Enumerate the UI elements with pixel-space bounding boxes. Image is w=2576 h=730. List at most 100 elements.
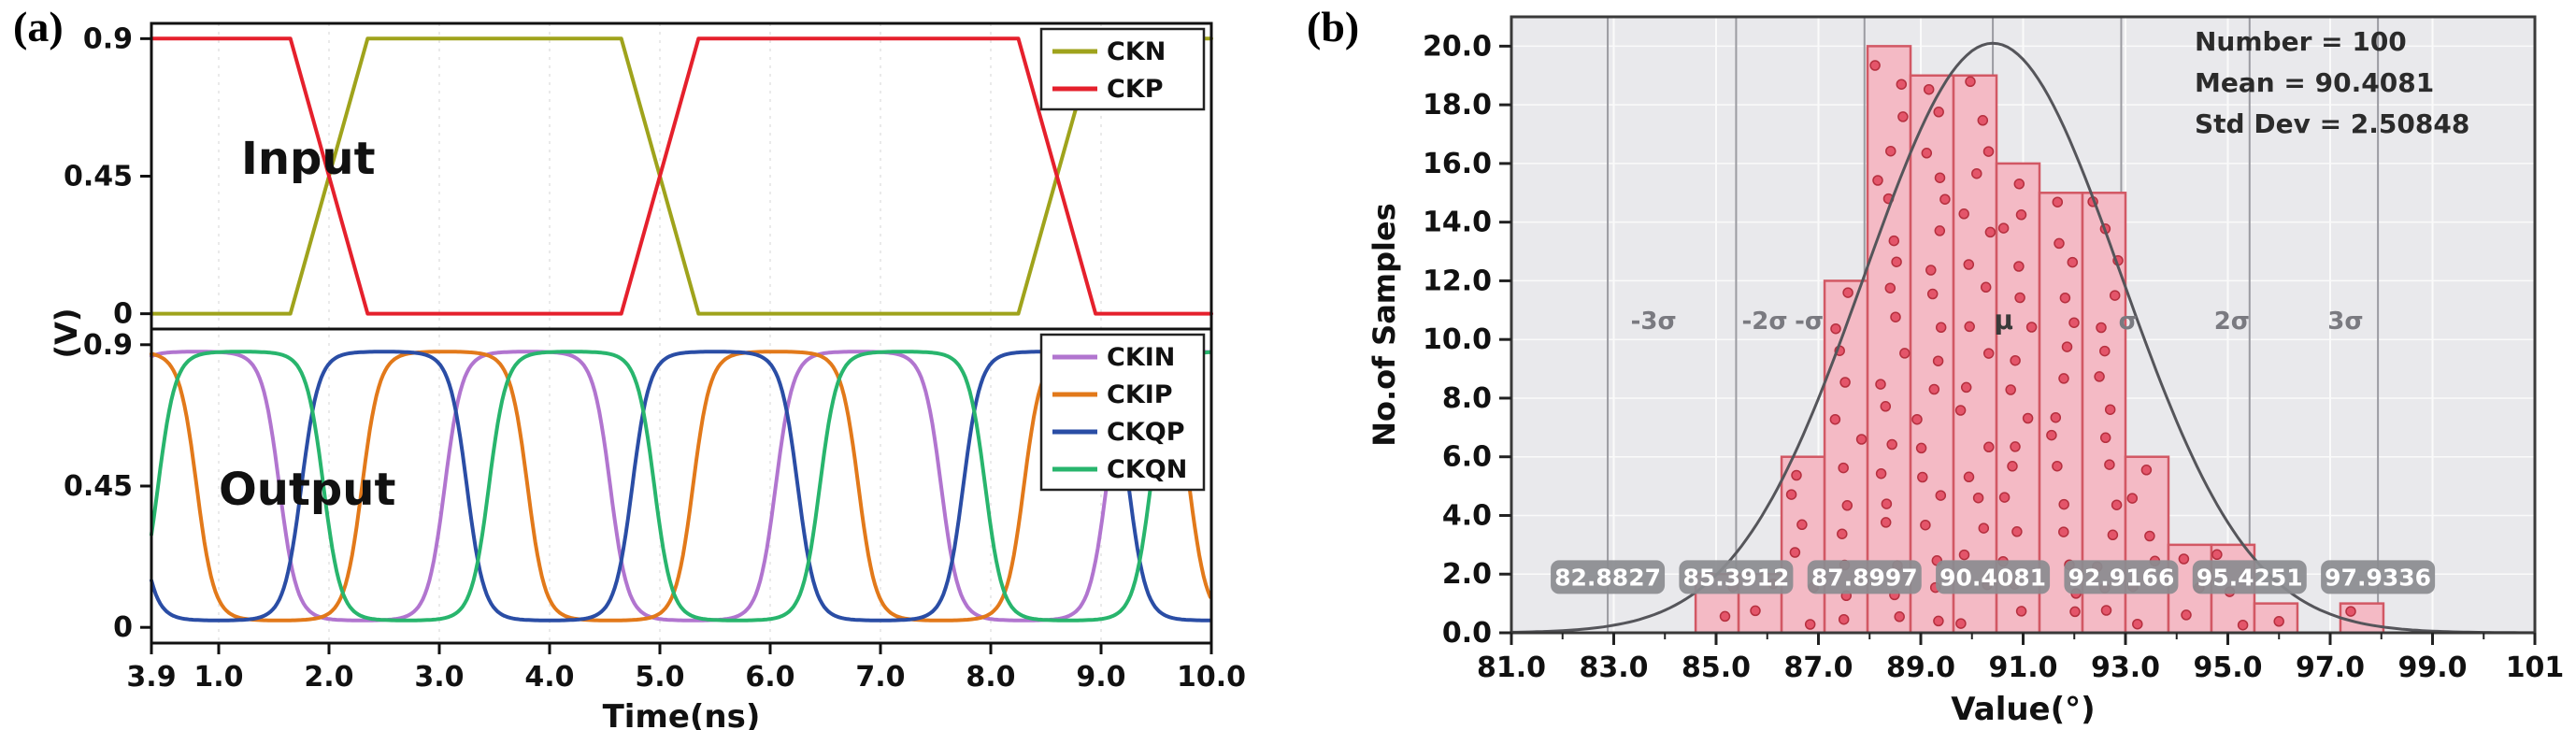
sigma-value-label: 85.3912: [1682, 564, 1789, 591]
sample-dot: [1791, 469, 1802, 481]
sample-dot: [2126, 493, 2139, 504]
stats-line-1: Mean = 90.4081: [2195, 67, 2434, 98]
x-tick-label: 5.0: [635, 661, 684, 694]
y-tick-label: 14.0: [1423, 207, 1492, 239]
histogram-bar: [1995, 162, 2041, 635]
sample-dot: [2010, 441, 2021, 452]
x-tick-label: 91.0: [1988, 651, 2057, 684]
sigma-value-box: [2321, 560, 2436, 594]
sample-dot: [1896, 79, 1908, 90]
legend-label-CKP: CKP: [1107, 75, 1164, 104]
sample-dot: [1960, 381, 1972, 394]
sample-dot: [2211, 549, 2223, 561]
sample-dot: [1885, 145, 1896, 157]
series-CKP-line: [150, 36, 1213, 316]
sample-dot: [1958, 549, 1970, 561]
sample-dot: [1934, 225, 1946, 236]
legend-box: [1039, 27, 1206, 111]
sample-dot: [1978, 522, 1990, 534]
sample-dot: [2273, 616, 2284, 627]
x-tick-label: 2.0: [304, 661, 353, 694]
sample-dot: [2111, 499, 2123, 510]
sample-dot: [1934, 172, 1946, 183]
y-axis-title: (V): [49, 308, 84, 358]
sigma-value-label: 95.4251: [2197, 564, 2303, 591]
panel-a-label: (a): [13, 3, 64, 50]
sample-dot: [1935, 322, 1947, 334]
sample-dot: [1939, 193, 1951, 205]
sample-dot: [2007, 461, 2018, 472]
x-tick-label: 9.0: [1076, 661, 1125, 694]
sigma-symbol-2σ: 2σ: [2214, 308, 2250, 336]
x-tick-label: 95.0: [2193, 651, 2262, 684]
y-tick-label: 0: [113, 298, 133, 331]
sample-dot: [1897, 111, 1909, 122]
sample-dot: [1881, 498, 1893, 509]
legend-label-CKN: CKN: [1107, 37, 1166, 66]
sample-dot: [2014, 292, 2025, 304]
x-tick-label: 8.0: [966, 661, 1015, 694]
sigma-value-box: [1551, 560, 1666, 594]
sample-dot: [1925, 265, 1937, 276]
sample-dot: [2022, 412, 2034, 424]
legend-label-CKQN: CKQN: [1107, 455, 1187, 484]
y-tick-label: 18.0: [1423, 89, 1492, 122]
sigma-value-box: [1807, 560, 1922, 594]
sample-dot: [2058, 373, 2069, 384]
sample-dot: [2069, 606, 2081, 618]
series-CKQP-line: [150, 350, 1212, 623]
sample-dot: [2096, 322, 2107, 334]
x-tick-label: 4.0: [524, 661, 574, 694]
sample-dot: [2025, 322, 2038, 333]
y-tick-label: 0.9: [83, 22, 133, 55]
x-tick-label: 87.0: [1783, 651, 1853, 684]
series-CKQN-line: [150, 350, 1212, 623]
sample-dot: [2005, 384, 2016, 395]
sample-dot: [1920, 519, 1931, 531]
sample-dot: [1884, 282, 1896, 293]
x-tick-label: 81.0: [1477, 651, 1546, 684]
sample-dot: [1911, 413, 1923, 425]
sigma-symbol-σ: σ: [2119, 308, 2138, 336]
series-CKIP-line: [150, 350, 1212, 623]
sample-dot: [2011, 526, 2023, 537]
x-tick-label: 93.0: [2091, 651, 2160, 684]
x-tick-label: 10.0: [1177, 661, 1246, 694]
gaussian-curve: [1511, 41, 2535, 635]
x-tick-label: 3.9: [126, 661, 176, 694]
sigma-value-label: 92.9166: [2068, 564, 2174, 591]
sample-dot: [2015, 209, 2027, 221]
sample-dot: [1926, 288, 1939, 300]
y-tick-label: 12.0: [1423, 265, 1492, 297]
sample-dot: [1972, 492, 1984, 504]
sample-dot: [2345, 606, 2356, 617]
sample-dot: [2104, 404, 2116, 415]
sample-dot: [1933, 107, 1944, 118]
sample-dot: [2100, 605, 2112, 616]
sample-dot: [1982, 146, 1995, 157]
sample-dot: [1894, 611, 1905, 623]
sample-dot: [1958, 208, 1969, 220]
sample-dot: [2061, 341, 2073, 352]
sigma-value-label: 97.9336: [2325, 564, 2431, 591]
sigma-value-label: 87.8997: [1811, 564, 1918, 591]
x-tick-label: 99.0: [2397, 651, 2467, 684]
sample-dot: [1880, 517, 1892, 528]
sample-dot: [1954, 405, 1967, 416]
x-axis-title: Value(°): [1951, 691, 2095, 728]
sample-dot: [1923, 83, 1935, 95]
y-tick-label: 0.9: [83, 329, 133, 362]
sigma-symbol--2σ: -2σ: [1741, 308, 1787, 336]
sample-dot: [2140, 465, 2153, 476]
input-annotation: Input: [241, 133, 376, 185]
sample-dot: [1955, 618, 1967, 629]
y-tick-label: 0: [113, 611, 133, 644]
y-tick-label: 2.0: [1442, 558, 1492, 591]
sigma-value-box: [1679, 560, 1794, 594]
sigma-value-label: 82.8827: [1554, 564, 1661, 591]
histogram-bar: [2124, 455, 2170, 635]
sample-dot: [1964, 321, 1975, 333]
panel-b-label: (b): [1307, 3, 1360, 50]
legend-box: [1039, 333, 1206, 492]
